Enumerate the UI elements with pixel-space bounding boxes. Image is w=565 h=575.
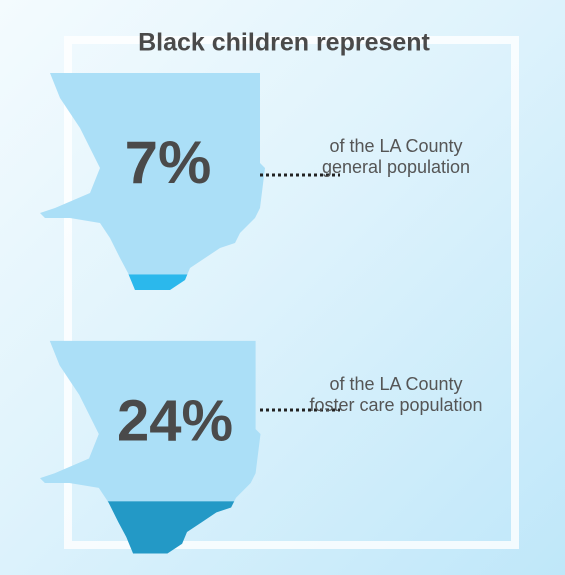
county-shape (40, 340, 261, 554)
caption: of the LA County general population (321, 136, 471, 177)
caption: of the LA County foster care population (309, 374, 483, 415)
value-label: 24% (117, 388, 233, 453)
chart-title: Black children represent (138, 29, 430, 57)
frame (64, 36, 519, 549)
value-label: 7% (125, 129, 212, 196)
fill-portion (40, 274, 265, 290)
county-shape (40, 73, 265, 290)
